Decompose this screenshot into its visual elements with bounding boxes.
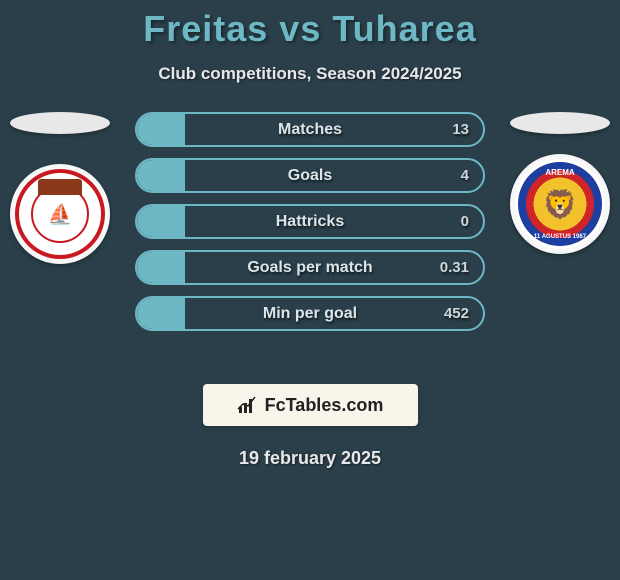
bar-chart-icon — [237, 395, 259, 415]
stat-label: Min per goal — [137, 305, 483, 323]
arema-badge: AREMA 🦁 11 AGUSTUS 1987 — [515, 159, 605, 249]
stat-label: Goals per match — [137, 259, 483, 277]
page-title: Freitas vs Tuharea — [0, 0, 620, 50]
comparison-body: ⛵ Matches 13 Goals 4 Hattricks 0 — [0, 112, 620, 362]
lion-icon: 🦁 — [543, 188, 578, 221]
stat-value: 13 — [452, 121, 469, 138]
right-player-column: AREMA 🦁 11 AGUSTUS 1987 — [500, 112, 620, 254]
root: Freitas vs Tuharea Club competitions, Se… — [0, 0, 620, 469]
stat-row-matches: Matches 13 — [135, 112, 485, 147]
right-club-badge: AREMA 🦁 11 AGUSTUS 1987 — [510, 154, 610, 254]
right-player-placeholder — [510, 112, 610, 134]
boat-icon: ⛵ — [48, 202, 73, 227]
left-player-placeholder — [10, 112, 110, 134]
stat-row-hattricks: Hattricks 0 — [135, 204, 485, 239]
arema-bottom-text: 11 AGUSTUS 1987 — [526, 234, 594, 240]
arema-top-text: AREMA — [526, 168, 594, 177]
brand-text: FcTables.com — [265, 395, 384, 416]
stat-row-min-per-goal: Min per goal 452 — [135, 296, 485, 331]
stat-value: 452 — [444, 305, 469, 322]
stats-list: Matches 13 Goals 4 Hattricks 0 Goals per… — [135, 112, 485, 331]
psm-badge: ⛵ — [15, 169, 105, 259]
date-text: 19 february 2025 — [0, 448, 620, 469]
brand-box[interactable]: FcTables.com — [203, 384, 418, 426]
stat-label: Matches — [137, 121, 483, 139]
psm-wall-icon — [38, 179, 82, 195]
stat-value: 4 — [461, 167, 469, 184]
page-subtitle: Club competitions, Season 2024/2025 — [0, 64, 620, 84]
left-club-badge: ⛵ — [10, 164, 110, 264]
left-player-column: ⛵ — [0, 112, 120, 264]
stat-label: Hattricks — [137, 213, 483, 231]
stat-label: Goals — [137, 167, 483, 185]
stat-row-goals-per-match: Goals per match 0.31 — [135, 250, 485, 285]
stat-value: 0.31 — [440, 259, 469, 276]
stat-value: 0 — [461, 213, 469, 230]
arema-ring: AREMA 🦁 11 AGUSTUS 1987 — [518, 162, 602, 246]
stat-row-goals: Goals 4 — [135, 158, 485, 193]
